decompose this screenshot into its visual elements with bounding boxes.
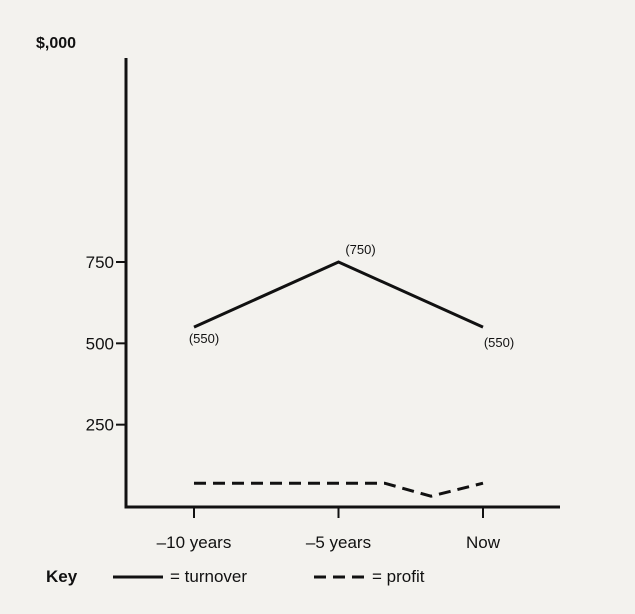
- labels-layer: $,000 250 500 750 –10 years –5 years Now (550) (…: [36, 35, 514, 552]
- x-tick-label: Now: [466, 533, 501, 552]
- data-label: (550): [189, 331, 219, 346]
- legend-label-profit: = profit: [372, 567, 425, 586]
- legend: Key = turnover = profit: [46, 567, 425, 586]
- legend-label-turnover: = turnover: [170, 567, 247, 586]
- series-line-turnover: [194, 262, 483, 327]
- series-line-profit: [194, 483, 483, 496]
- y-axis-unit-label: $,000: [36, 35, 76, 52]
- y-tick-label: 250: [86, 416, 114, 435]
- x-tick-label: –5 years: [306, 533, 371, 552]
- y-tick-label: 750: [86, 253, 114, 272]
- y-tick-label: 500: [86, 334, 114, 353]
- x-tick-label: –10 years: [157, 533, 232, 552]
- legend-title: Key: [46, 567, 78, 586]
- data-label: (750): [345, 242, 375, 257]
- axes: [116, 58, 560, 518]
- data-label: (550): [484, 335, 514, 350]
- series-layer: [194, 262, 483, 496]
